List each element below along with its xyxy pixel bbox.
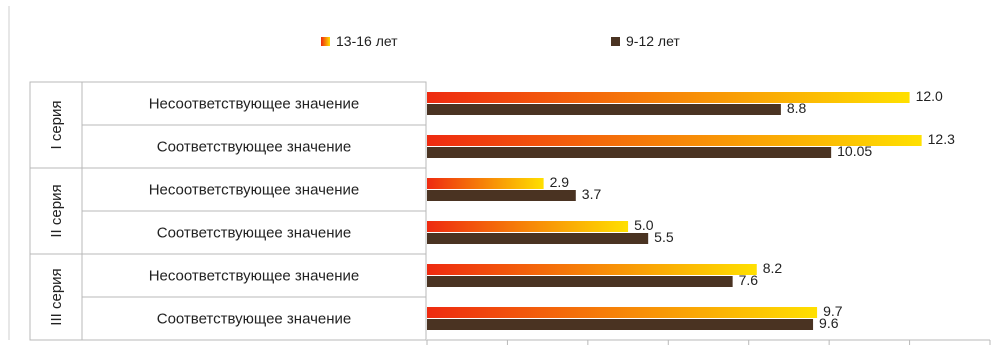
- group-labels: I серия II серия III серия: [48, 100, 65, 325]
- bars: 12.0 8.8 12.3 10.05 2.9 3.7 5.05.5 8.27.6 9.79.6: [427, 88, 955, 331]
- data-label: 9.6: [819, 315, 839, 331]
- bar-9-12: [427, 276, 733, 287]
- bar-13-16: [427, 264, 757, 275]
- bar-9-12: [427, 190, 576, 201]
- data-label: 3.7: [582, 186, 602, 202]
- category-label: Несоответствующее значение: [149, 268, 360, 285]
- bar-9-12: [427, 319, 814, 330]
- bar-13-16: [427, 221, 629, 232]
- bar-9-12: [427, 147, 832, 158]
- data-label: 2.9: [550, 174, 570, 190]
- value-axis-ticks: [426, 340, 991, 345]
- legend-swatch-13-16: [321, 37, 330, 46]
- bar-13-16: [427, 307, 818, 318]
- bar-9-12: [427, 233, 649, 244]
- bar-13-16: [427, 178, 544, 189]
- data-label: 8.8: [787, 100, 807, 116]
- group-label: II серия: [48, 184, 65, 237]
- data-label: 5.0: [634, 217, 654, 233]
- category-label: Соответствующее значение: [157, 139, 352, 156]
- category-label: Несоответствующее значение: [149, 182, 360, 199]
- legend-label-13-16: 13-16 лет: [336, 33, 398, 49]
- data-label: 9.7: [823, 303, 843, 319]
- legend: 13-16 лет 9-12 лет: [321, 33, 680, 49]
- category-table: [29, 81, 427, 341]
- category-labels: Несоответствующее значение Соответствующе…: [149, 96, 360, 328]
- data-label: 12.3: [928, 131, 955, 147]
- category-label: Соответствующее значение: [157, 225, 352, 242]
- data-label: 7.6: [739, 272, 759, 288]
- bar-13-16: [427, 92, 910, 103]
- category-label: Соответствующее значение: [157, 311, 352, 328]
- legend-label-9-12: 9-12 лет: [626, 33, 680, 49]
- data-label: 5.5: [654, 229, 674, 245]
- category-label: Несоответствующее значение: [149, 96, 360, 113]
- data-label: 8.2: [763, 260, 783, 276]
- data-label: 12.0: [916, 88, 943, 104]
- data-label: 10.05: [837, 143, 872, 159]
- bar-9-12: [427, 104, 781, 115]
- group-label: I серия: [48, 100, 65, 149]
- group-label: III серия: [48, 268, 65, 325]
- bar-13-16: [427, 135, 922, 146]
- legend-swatch-9-12: [611, 37, 620, 46]
